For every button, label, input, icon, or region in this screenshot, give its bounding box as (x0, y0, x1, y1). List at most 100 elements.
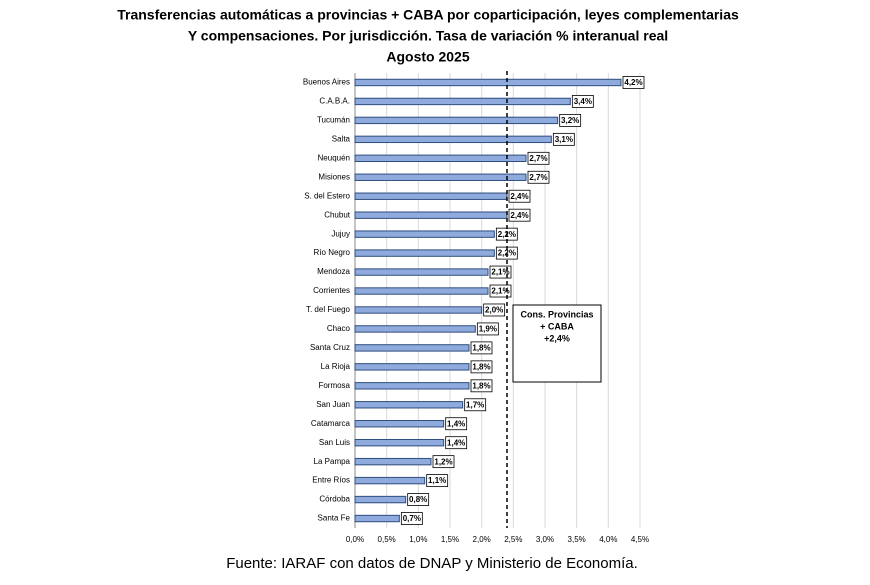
y-tick-label: San Juan (316, 400, 350, 409)
bar (354, 344, 470, 352)
x-tick-label: 1,0% (409, 535, 427, 544)
value-label-box (489, 265, 512, 279)
value-label: 1,8% (472, 381, 490, 390)
value-label-box (407, 493, 430, 506)
y-tick-label: Mendoza (317, 267, 350, 276)
bar (354, 230, 495, 238)
value-label: 1,4% (447, 419, 465, 428)
y-tick-label: S. del Estero (304, 191, 350, 200)
bar (354, 97, 571, 106)
bar (354, 306, 483, 314)
x-tick-label: 3,5% (568, 535, 586, 544)
y-tick-label: Salta (332, 134, 351, 143)
bar (354, 325, 476, 333)
bar (354, 382, 470, 390)
x-tick-label: 2,5% (504, 535, 522, 544)
value-label: 2,0% (485, 306, 503, 315)
x-tick-label: 4,5% (631, 535, 649, 544)
annotation-text: Cons. Provincias (520, 309, 593, 319)
value-label: 1,7% (466, 400, 484, 409)
annotation-text: + CABA (540, 321, 574, 331)
bar (354, 438, 445, 447)
bar (354, 135, 552, 144)
bar (354, 287, 489, 295)
value-label-box (432, 455, 455, 469)
value-label-box (489, 284, 512, 298)
y-tick-label: Chubut (324, 210, 351, 219)
value-label-box (527, 151, 550, 165)
x-tick-label: 2,0% (473, 535, 491, 544)
value-label-box (400, 512, 423, 525)
x-tick-label: 3,0% (536, 535, 554, 544)
value-label-box (571, 95, 594, 108)
bar (354, 78, 622, 87)
bar (354, 268, 489, 276)
source: Fuente: IARAF con datos de DNAP y Minist… (226, 555, 638, 572)
value-label-box (622, 76, 645, 89)
bar (354, 154, 527, 163)
y-tick-label: Santa Cruz (310, 343, 350, 352)
value-label-box (552, 132, 575, 146)
bar (354, 211, 508, 219)
bar (354, 249, 495, 257)
y-tick-label: Corrientes (313, 286, 350, 295)
y-tick-label: Santa Fe (318, 514, 351, 523)
value-label: 2,4% (510, 192, 528, 201)
value-label: 4,2% (624, 78, 642, 87)
value-label: 0,8% (409, 495, 427, 504)
y-tick-label: Misiones (318, 172, 350, 181)
bar (354, 116, 559, 125)
bar (354, 420, 445, 428)
x-tick-label: 1,5% (441, 535, 459, 544)
bar (354, 514, 400, 523)
value-label: 2,7% (529, 173, 547, 182)
value-label-box (508, 189, 531, 203)
value-label: 3,1% (555, 135, 573, 144)
value-label-box (470, 379, 493, 393)
y-tick-label: Neuquén (318, 153, 350, 162)
value-label: 0,7% (403, 514, 421, 523)
value-label-box (483, 303, 506, 317)
x-tick-label: 0,5% (378, 535, 396, 544)
value-label: 1,8% (472, 344, 490, 353)
value-label: 1,4% (447, 438, 465, 447)
value-label: 1,8% (472, 362, 490, 371)
value-label-box (445, 436, 468, 450)
title-line: Y compensaciones. Por jurisdicción. Tasa… (188, 28, 668, 44)
y-tick-label: Formosa (318, 381, 350, 390)
value-label-box (464, 398, 487, 412)
y-tick-label: Jujuy (331, 229, 350, 238)
y-tick-label: Tucumán (317, 116, 350, 125)
y-tick-label: La Pampa (314, 457, 351, 466)
x-tick-label: 0,0% (346, 535, 364, 544)
title-line: Transferencias automáticas a provincias … (117, 7, 739, 23)
value-label: 3,4% (574, 97, 592, 106)
y-tick-label: C.A.B.A. (319, 97, 350, 106)
value-label: 2,7% (529, 154, 547, 163)
value-label-box (426, 474, 449, 488)
value-label-box (470, 360, 493, 374)
bar (354, 401, 464, 409)
value-label: 1,9% (479, 325, 497, 334)
y-tick-label: La Rioja (321, 362, 351, 371)
value-label-box (476, 322, 499, 336)
bar (354, 457, 432, 466)
annotation-text: +2,4% (544, 333, 570, 343)
bar (354, 192, 508, 200)
bar (354, 363, 470, 371)
y-tick-label: Entre Ríos (312, 476, 350, 485)
y-tick-label: San Luis (319, 438, 350, 447)
value-label-box (445, 417, 468, 431)
annotation-box (512, 304, 602, 383)
value-label-box (470, 341, 493, 355)
title-line: Agosto 2025 (386, 49, 469, 65)
y-tick-label: T. del Fuego (306, 305, 351, 314)
value-label-box (527, 170, 550, 184)
bar (354, 495, 407, 504)
value-label-box (559, 113, 582, 127)
value-label: 2,4% (510, 211, 528, 220)
value-label: 2,1% (491, 287, 509, 296)
value-label: 1,2% (434, 457, 452, 466)
bar (354, 173, 527, 181)
